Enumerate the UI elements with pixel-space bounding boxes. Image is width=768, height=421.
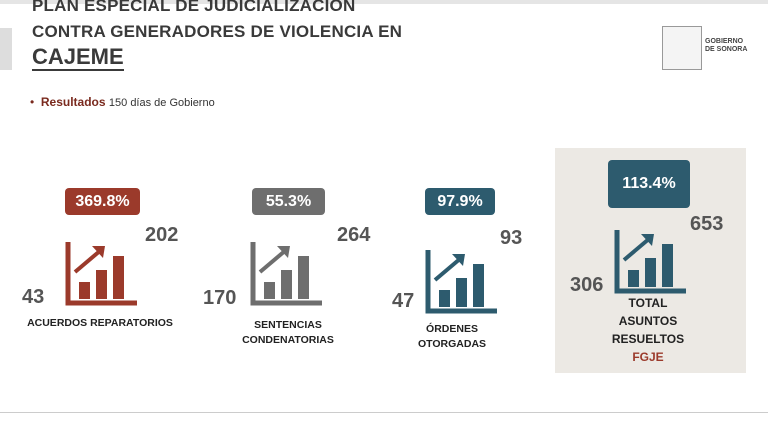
icon-axis	[250, 242, 322, 306]
label-line: CONDENATORIAS	[242, 334, 334, 346]
value-after: 653	[690, 213, 724, 235]
growth-icon	[425, 248, 500, 319]
title-line: PLAN ESPECIAL DE JUDICIALIZACIÓN	[32, 0, 356, 15]
icon-svg	[65, 242, 137, 306]
bullet-text: 150 días de Gobierno	[108, 97, 215, 109]
icon-bar	[264, 282, 275, 299]
value-before: 170	[203, 287, 237, 309]
value-after: 202	[145, 224, 179, 246]
label-footer: FGJE	[632, 350, 664, 364]
icon-axis	[425, 250, 497, 314]
block-label: SENTENCIAS CONDENATORIAS	[198, 318, 378, 348]
icon-arrowhead	[277, 246, 290, 258]
icon-arrow	[258, 248, 288, 274]
logo-line: DE SONORA	[705, 46, 748, 53]
icon-bar	[456, 278, 467, 307]
percent-badge: 113.4%	[608, 160, 690, 208]
icon-bar	[439, 290, 450, 307]
icon-bar	[645, 258, 656, 287]
growth-icon	[65, 240, 140, 311]
value-after: 93	[500, 227, 523, 249]
value-before: 47	[392, 290, 415, 312]
label-line: RESUELTOS	[611, 332, 685, 346]
icon-svg	[250, 242, 322, 306]
bottom-rule	[0, 412, 768, 413]
percent-badge: 55.3%	[252, 188, 325, 215]
icon-bar	[298, 256, 309, 299]
icon-svg	[614, 230, 686, 294]
label-line: OTORGADAS	[417, 338, 487, 350]
icon-bar	[473, 264, 484, 307]
icon-arrowhead	[452, 254, 465, 266]
icon-arrow	[622, 236, 652, 262]
value-before: 43	[22, 286, 45, 308]
label-line: ÓRDENES	[426, 323, 478, 335]
label-line: ACUERDOS REPARATORIOS	[27, 317, 173, 329]
logo-line: GOBIERNO	[705, 38, 744, 45]
icon-axis	[614, 230, 686, 294]
logo-text: GOBIERNO DE SONORA	[705, 38, 747, 54]
label-line: TOTAL	[628, 296, 668, 310]
percent-badge: 369.8%	[65, 188, 140, 215]
percent-badge: 97.9%	[425, 188, 495, 215]
title-line: CONTRA GENERADORES DE VIOLENCIA EN	[32, 22, 403, 41]
top-rule	[0, 0, 768, 4]
icon-bar	[113, 256, 124, 299]
logo-shield	[662, 26, 702, 70]
icon-bar	[628, 270, 639, 287]
icon-axis	[65, 242, 137, 306]
icon-arrowhead	[92, 246, 105, 258]
icon-bar	[96, 270, 107, 299]
icon-arrowhead	[641, 234, 654, 246]
block-label: TOTAL ASUNTOS RESUELTOS FGJE	[558, 294, 738, 366]
city: CAJEME	[32, 44, 124, 71]
icon-arrow	[73, 248, 103, 274]
growth-icon	[614, 228, 689, 299]
label-line: ASUNTOS	[618, 314, 678, 328]
block-label: ÓRDENES OTORGADAS	[362, 322, 542, 352]
bullet-label: Resultados	[40, 95, 106, 109]
bullet: • Resultados 150 días de Gobierno	[30, 95, 215, 109]
label-line: SENTENCIAS	[254, 319, 322, 331]
growth-icon	[250, 240, 325, 311]
value-before: 306	[570, 274, 604, 296]
icon-svg	[425, 250, 497, 314]
value-after: 264	[337, 224, 371, 246]
icon-bar	[79, 282, 90, 299]
block-label: ACUERDOS REPARATORIOS	[10, 316, 190, 331]
icon-bar	[281, 270, 292, 299]
icon-bar	[662, 244, 673, 287]
icon-arrow	[433, 256, 463, 282]
side-mark	[0, 28, 12, 70]
